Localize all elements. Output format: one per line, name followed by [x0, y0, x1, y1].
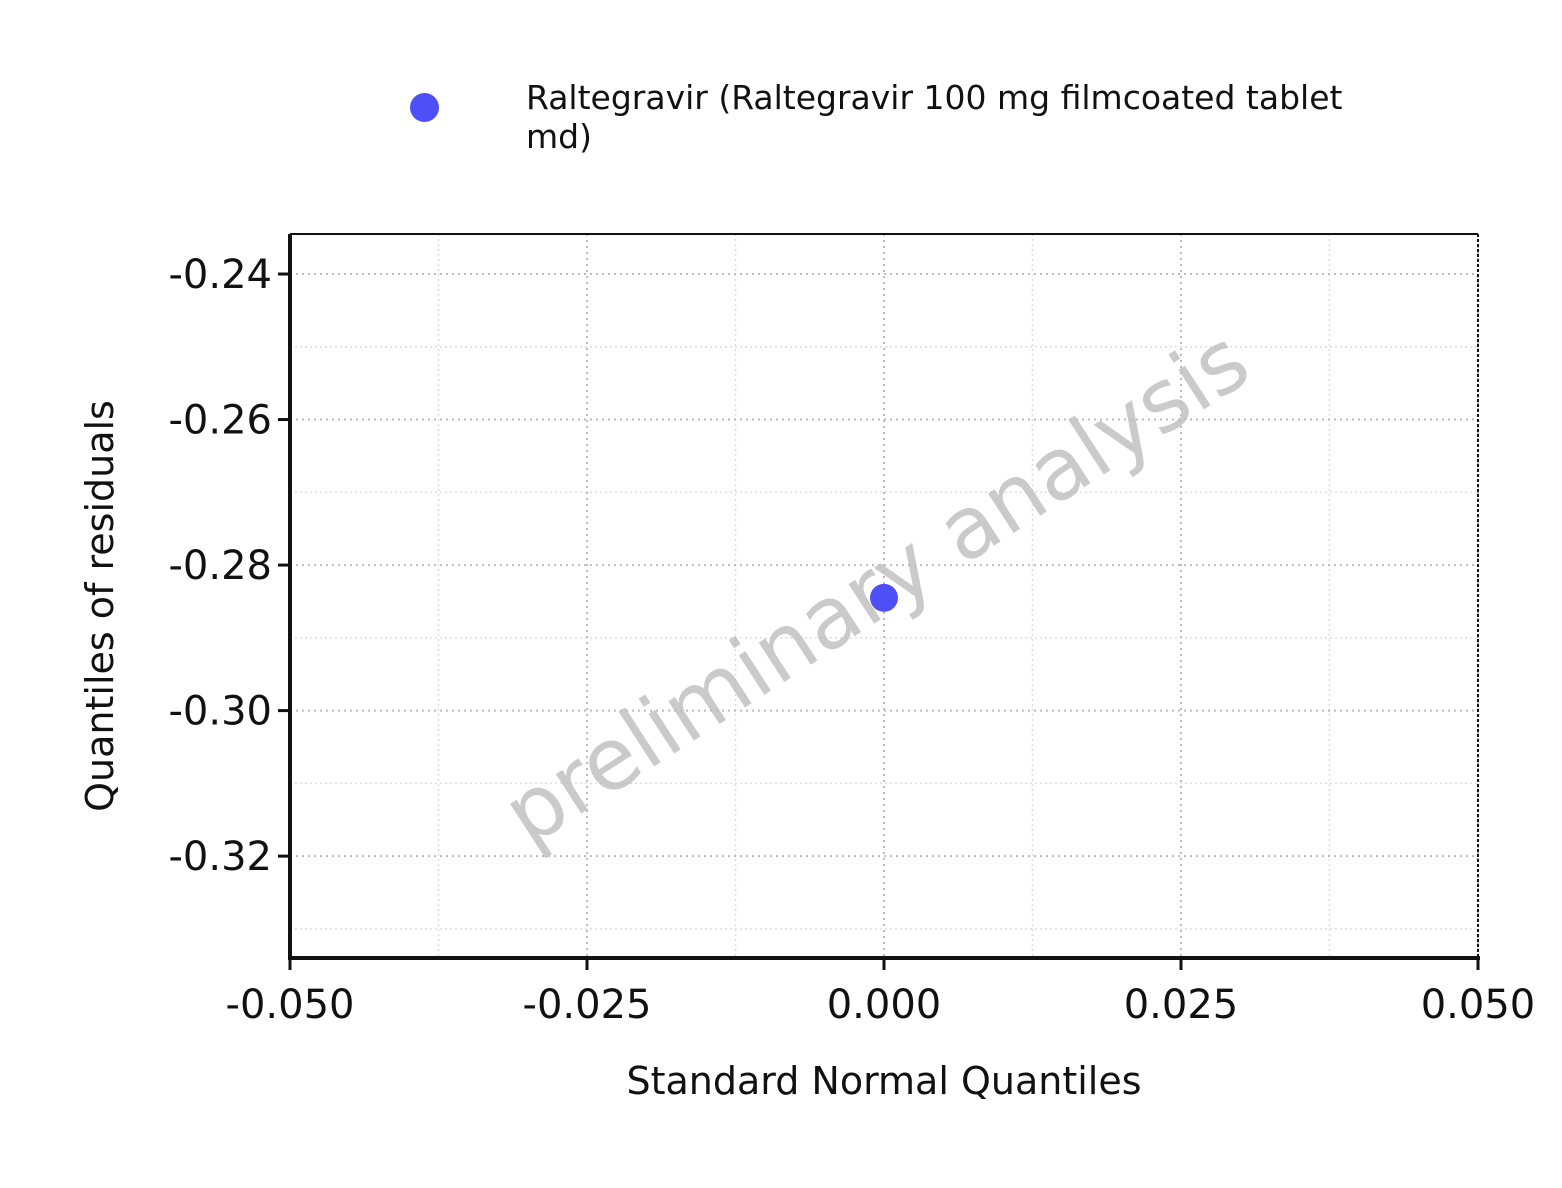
y-axis-title: Quantiles of residuals	[78, 400, 122, 812]
data-points	[870, 583, 898, 612]
y-tick-label: -0.32	[169, 834, 273, 880]
legend-label: Raltegravir (Raltegravir 100 mg filmcoat…	[526, 78, 1343, 156]
x-tick-label: 0.050	[1421, 982, 1536, 1028]
y-tick-label: -0.28	[169, 543, 273, 589]
data-point	[870, 583, 898, 612]
x-tick-label: -0.050	[226, 982, 355, 1028]
y-tick-label: -0.24	[169, 252, 273, 298]
ticks: -0.050 -0.025 0.000 0.025 0.050 -0.24 -0.26 -0.…	[169, 252, 1536, 1028]
x-tick-label: 0.025	[1124, 982, 1239, 1028]
x-axis-title: Standard Normal Quantiles	[626, 1059, 1141, 1103]
y-tick-label: -0.26	[169, 398, 273, 444]
y-tick-label: -0.30	[169, 689, 273, 735]
x-tick-label: 0.000	[827, 982, 942, 1028]
legend: Raltegravir (Raltegravir 100 mg filmcoat…	[400, 78, 1400, 168]
x-tick-label: -0.025	[523, 982, 652, 1028]
legend-marker	[410, 93, 439, 122]
axes	[288, 233, 1480, 960]
